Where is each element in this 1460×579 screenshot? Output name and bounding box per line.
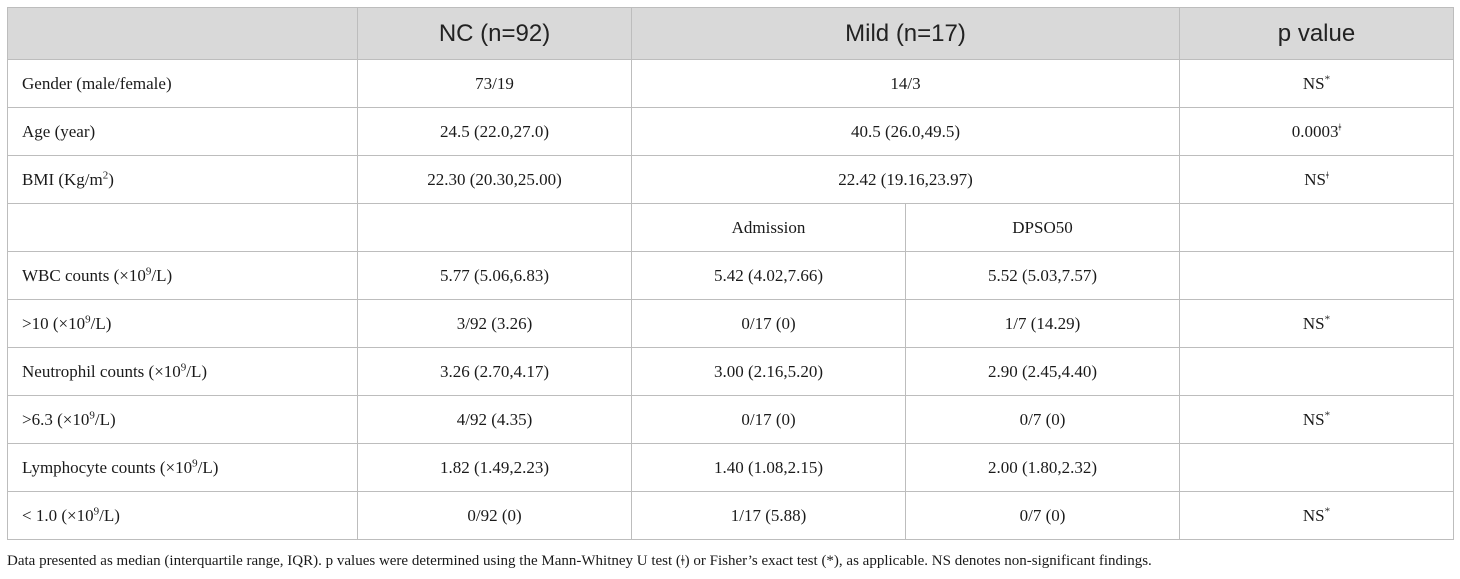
dpso50-value: 5.52 (5.03,7.57) [905, 251, 1180, 300]
row-label-suffix: /L) [90, 313, 112, 333]
dpso50-value: 1/7 (14.29) [905, 299, 1180, 348]
row-label-text: Lymphocyte counts (×10 [22, 457, 193, 477]
admission-value: 5.42 (4.02,7.66) [631, 251, 906, 300]
row-label-text: >10 (×10 [22, 313, 86, 333]
p-value-marker: ǂ [1325, 168, 1329, 181]
row-label-suffix: /L) [186, 361, 208, 381]
row-label-suffix: /L) [99, 505, 120, 525]
p-value-marker: * [1324, 72, 1331, 85]
dpso50-value: 2.90 (2.45,4.40) [905, 347, 1180, 396]
mild-value: 14/3 [631, 59, 1180, 108]
row-label: >6.3 (×109/L) [7, 395, 358, 444]
p-value-text: 0.0003 [1291, 121, 1339, 141]
data-table-container: NC (n=92) Mild (n=17) p value Gender (ma… [7, 7, 1454, 540]
p-value: NS* [1179, 395, 1454, 444]
nc-value: 24.5 (22.0,27.0) [357, 107, 632, 156]
row-label-text: Neutrophil counts (×10 [22, 361, 181, 381]
subheader-blank [1179, 203, 1454, 252]
nc-value: 3/92 (3.26) [357, 299, 632, 348]
subheader-dpso50: DPSO50 [905, 203, 1180, 252]
mild-value: 22.42 (19.16,23.97) [631, 155, 1180, 204]
nc-value: 0/92 (0) [357, 491, 632, 540]
mild-value: 40.5 (26.0,49.5) [631, 107, 1180, 156]
row-label: Gender (male/female) [7, 59, 358, 108]
row-label-text: >6.3 (×10 [22, 409, 90, 429]
row-label-suffix: /L) [197, 457, 219, 477]
row-label-superscript: 9 [180, 360, 187, 373]
p-value-marker: * [1324, 504, 1331, 517]
nc-value: 3.26 (2.70,4.17) [357, 347, 632, 396]
p-value-marker: * [1324, 408, 1331, 421]
subheader-blank [7, 203, 358, 252]
subheader-blank [357, 203, 632, 252]
p-value-text: NS [1304, 169, 1326, 189]
header-row: NC (n=92) Mild (n=17) p value [7, 7, 1454, 60]
table-row: < 1.0 (×109/L) 0/92 (0) 1/17 (5.88) 0/7 … [7, 491, 1454, 540]
header-blank [7, 7, 358, 60]
header-nc: NC (n=92) [357, 7, 632, 60]
table-row: Age (year) 24.5 (22.0,27.0) 40.5 (26.0,4… [7, 107, 1454, 156]
subheader-row: Admission DPSO50 [7, 203, 1454, 252]
row-label-text: WBC counts (×10 [22, 265, 146, 285]
clinical-characteristics-table: NC (n=92) Mild (n=17) p value Gender (ma… [7, 7, 1454, 540]
p-value [1179, 251, 1454, 300]
dpso50-value: 0/7 (0) [905, 491, 1180, 540]
p-value: 0.0003ǂ [1179, 107, 1454, 156]
p-value-marker: ǂ [1338, 120, 1342, 133]
admission-value: 1/17 (5.88) [631, 491, 906, 540]
table-row: >6.3 (×109/L) 4/92 (4.35) 0/17 (0) 0/7 (… [7, 395, 1454, 444]
header-p-value: p value [1179, 7, 1454, 60]
row-label-superscript: 9 [145, 264, 152, 277]
table-row: Gender (male/female) 73/19 14/3 NS* [7, 59, 1454, 108]
row-label-superscript: 9 [192, 456, 198, 469]
row-label-superscript: 9 [89, 408, 95, 421]
nc-value: 1.82 (1.49,2.23) [357, 443, 632, 492]
p-value [1179, 347, 1454, 396]
row-label: WBC counts (×109/L) [7, 251, 358, 300]
admission-value: 0/17 (0) [631, 395, 906, 444]
row-label: Age (year) [7, 107, 358, 156]
table-row: WBC counts (×109/L) 5.77 (5.06,6.83) 5.4… [7, 251, 1454, 300]
admission-value: 1.40 (1.08,2.15) [631, 443, 906, 492]
dpso50-value: 0/7 (0) [905, 395, 1180, 444]
row-label: >10 (×109/L) [7, 299, 358, 348]
table-row: Neutrophil counts (×109/L) 3.26 (2.70,4.… [7, 347, 1454, 396]
p-value-marker: * [1324, 312, 1331, 325]
row-label-text: < 1.0 (×10 [22, 505, 94, 525]
nc-value: 22.30 (20.30,25.00) [357, 155, 632, 204]
row-label: BMI (Kg/m2) [7, 155, 358, 204]
header-mild: Mild (n=17) [631, 7, 1180, 60]
p-value-text: NS [1302, 313, 1325, 333]
p-value: NS* [1179, 299, 1454, 348]
row-label: < 1.0 (×109/L) [7, 491, 358, 540]
admission-value: 3.00 (2.16,5.20) [631, 347, 906, 396]
table-row: Lymphocyte counts (×109/L) 1.82 (1.49,2.… [7, 443, 1454, 492]
table-row: >10 (×109/L) 3/92 (3.26) 0/17 (0) 1/7 (1… [7, 299, 1454, 348]
p-value-text: NS [1302, 505, 1325, 525]
nc-value: 73/19 [357, 59, 632, 108]
admission-value: 0/17 (0) [631, 299, 906, 348]
p-value: NS* [1179, 59, 1454, 108]
row-label-suffix: /L) [151, 265, 173, 285]
row-label-superscript: 9 [85, 312, 91, 325]
p-value-text: NS [1302, 73, 1325, 93]
table-footnote: Data presented as median (interquartile … [7, 553, 1152, 569]
p-value: NS* [1179, 491, 1454, 540]
subheader-admission: Admission [631, 203, 906, 252]
row-label: Neutrophil counts (×109/L) [7, 347, 358, 396]
p-value [1179, 443, 1454, 492]
p-value: NSǂ [1179, 155, 1454, 204]
row-label-suffix: /L) [94, 409, 116, 429]
row-label-superscript: 2 [102, 168, 109, 181]
table-row: BMI (Kg/m2) 22.30 (20.30,25.00) 22.42 (1… [7, 155, 1454, 204]
row-label-text: BMI (Kg/m [22, 169, 103, 189]
p-value-text: NS [1302, 409, 1325, 429]
row-label-suffix: ) [108, 169, 114, 189]
row-label: Lymphocyte counts (×109/L) [7, 443, 358, 492]
nc-value: 5.77 (5.06,6.83) [357, 251, 632, 300]
row-label-superscript: 9 [93, 504, 100, 517]
dpso50-value: 2.00 (1.80,2.32) [905, 443, 1180, 492]
nc-value: 4/92 (4.35) [357, 395, 632, 444]
